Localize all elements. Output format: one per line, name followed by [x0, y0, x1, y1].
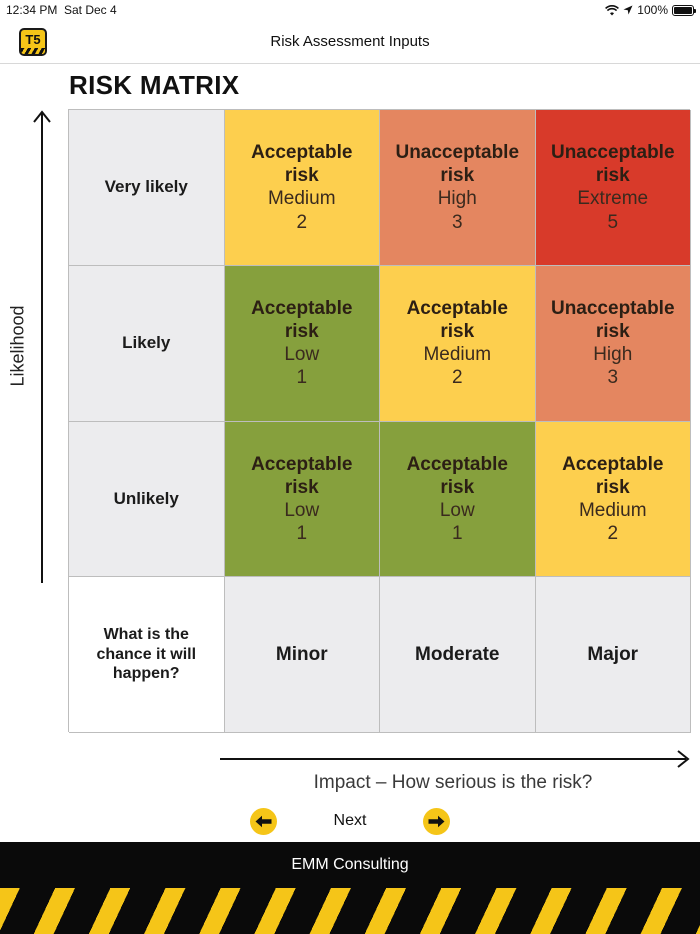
risk-score: 5: [607, 211, 619, 233]
risk-score: 3: [451, 211, 463, 233]
risk-level: Medium: [267, 188, 336, 210]
previous-button[interactable]: [250, 808, 277, 835]
risk-score: 2: [451, 367, 463, 389]
footer-company: EMM Consulting: [291, 856, 409, 873]
risk-score: 1: [296, 367, 308, 389]
app-logo[interactable]: T5: [19, 28, 47, 56]
y-axis-label: Likelihood: [7, 305, 28, 387]
risk-level: Low: [439, 499, 475, 521]
arrow-right-icon: [428, 815, 445, 828]
risk-status: Unacceptable risk: [395, 142, 520, 187]
risk-status: Acceptable risk: [251, 297, 353, 342]
status-time: 12:34 PM: [6, 3, 58, 17]
nav-bar: T5 Risk Assessment Inputs: [0, 20, 700, 64]
matrix-title: RISK MATRIX: [69, 70, 240, 100]
risk-cell[interactable]: Acceptable risk Medium 2: [380, 265, 536, 422]
logo-text: T5: [25, 32, 41, 47]
risk-status: Acceptable risk: [406, 297, 508, 342]
y-axis-line: [41, 112, 43, 583]
x-axis-line: [220, 758, 686, 760]
location-arrow-icon: [623, 5, 633, 15]
next-label[interactable]: Next: [333, 812, 367, 829]
next-button[interactable]: [423, 808, 450, 835]
risk-cell[interactable]: Unacceptable risk High 3: [535, 265, 691, 422]
risk-status: Unacceptable risk: [550, 297, 675, 342]
impact-label-moderate: Moderate: [380, 577, 536, 733]
risk-score: 2: [607, 523, 619, 545]
battery-icon: [672, 4, 696, 16]
risk-level: High: [593, 344, 633, 366]
risk-level: High: [437, 188, 477, 210]
risk-cell[interactable]: Acceptable risk Medium 2: [224, 110, 380, 266]
corner-question-label: What is the chance it will happen?: [69, 577, 225, 733]
footer: EMM Consulting: [0, 842, 700, 934]
arrow-left-icon: [255, 815, 272, 828]
impact-label-major: Major: [535, 577, 691, 733]
risk-status: Acceptable risk: [406, 453, 508, 498]
logo-stripes: [21, 48, 45, 54]
risk-status: Unacceptable risk: [550, 142, 675, 187]
x-axis-label: Impact – How serious is the risk?: [313, 772, 593, 793]
risk-cell[interactable]: Unacceptable risk High 3: [380, 110, 536, 266]
hazard-stripes: [0, 888, 700, 934]
risk-level: Low: [284, 499, 320, 521]
risk-status: Acceptable risk: [251, 142, 353, 187]
risk-cell[interactable]: Acceptable risk Low 1: [224, 265, 380, 422]
risk-cell[interactable]: Acceptable risk Medium 2: [535, 421, 691, 578]
risk-score: 2: [296, 211, 308, 233]
nav-title: Risk Assessment Inputs: [270, 33, 430, 50]
wifi-icon: [605, 4, 620, 15]
risk-status: Acceptable risk: [251, 453, 353, 498]
status-right: 100%: [605, 3, 696, 17]
risk-score: 1: [451, 523, 463, 545]
arrow-right-axis-icon: [677, 750, 690, 768]
risk-score: 1: [296, 523, 308, 545]
risk-matrix: Very likely Acceptable risk Medium 2 Una…: [68, 109, 691, 733]
risk-cell[interactable]: Acceptable risk Low 1: [224, 421, 380, 578]
risk-status: Acceptable risk: [562, 453, 664, 498]
risk-level: Medium: [423, 344, 492, 366]
risk-cell[interactable]: Unacceptable risk Extreme 5: [535, 110, 691, 266]
risk-level: Medium: [578, 499, 647, 521]
risk-cell[interactable]: Acceptable risk Low 1: [380, 421, 536, 578]
risk-level: Extreme: [577, 188, 649, 210]
risk-level: Low: [284, 344, 320, 366]
risk-score: 3: [607, 367, 619, 389]
likelihood-label: Likely: [69, 265, 225, 422]
likelihood-label: Unlikely: [69, 421, 225, 578]
impact-label-minor: Minor: [224, 577, 380, 733]
likelihood-label: Very likely: [69, 110, 225, 266]
battery-percent: 100%: [637, 3, 668, 17]
status-date: Sat Dec 4: [64, 3, 117, 17]
status-bar: 12:34 PM Sat Dec 4 100%: [0, 0, 700, 20]
